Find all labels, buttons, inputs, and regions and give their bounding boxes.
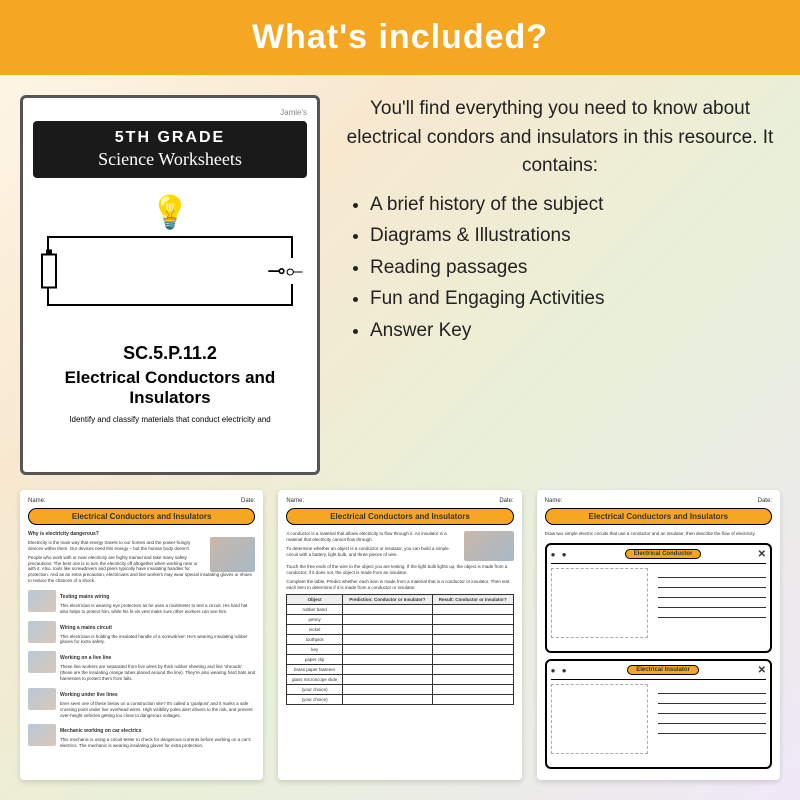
cover-grade: 5TH GRADE bbox=[41, 129, 299, 147]
cover-code: SC.5.P.11.2 bbox=[123, 343, 217, 364]
name-label: Name: bbox=[286, 498, 304, 504]
table-cell: penny bbox=[287, 615, 343, 625]
cover-subtitle: Science Worksheets bbox=[41, 149, 299, 170]
table-cell: nickel bbox=[287, 625, 343, 635]
mini-image bbox=[28, 651, 56, 673]
mini-image bbox=[28, 724, 56, 746]
cover-title: Electrical Conductors and Insulators bbox=[33, 368, 307, 409]
page-image bbox=[210, 537, 255, 572]
close-icon: ✕ bbox=[758, 549, 766, 560]
list-item: Fun and Engaging Activities bbox=[370, 285, 780, 314]
close-icon: ✕ bbox=[758, 665, 766, 676]
table-header: Prediction: Conductor or Insulator? bbox=[342, 595, 432, 605]
draw-area bbox=[551, 568, 648, 638]
window-dots-icon: ● ● bbox=[551, 666, 569, 675]
mini-image bbox=[28, 590, 56, 612]
section-text: These line workers are separated from li… bbox=[60, 664, 255, 682]
section-text: Ever seen one of these below on a constr… bbox=[60, 701, 255, 719]
list-item: Answer Key bbox=[370, 317, 780, 346]
bulb-icon: 💡 bbox=[47, 193, 294, 231]
section-text: This mechanic is using a circuit tester … bbox=[60, 737, 255, 749]
table-cell: brass paper fastener bbox=[287, 665, 343, 675]
name-label: Name: bbox=[545, 498, 563, 504]
page-preview-1: Name: Date: Electrical Conductors and In… bbox=[20, 490, 263, 780]
page-title: Electrical Conductors and Insulators bbox=[28, 508, 255, 525]
section-heading: Mechanic working on car electrics bbox=[60, 728, 255, 734]
header-title: What's included? bbox=[0, 0, 800, 75]
battery-icon bbox=[41, 254, 57, 289]
table-cell: (your choice) bbox=[287, 695, 343, 705]
page-preview-2: Name: Date: Electrical Conductors and In… bbox=[278, 490, 521, 780]
section-heading: Working on a live line bbox=[60, 655, 255, 661]
table-header: Object bbox=[287, 595, 343, 605]
section-text: This electrician is wearing eye protecto… bbox=[60, 603, 255, 615]
section-text: This electrician is holding the insulate… bbox=[60, 634, 255, 646]
writing-lines bbox=[658, 568, 766, 627]
intro-paragraph: You'll find everything you need to know … bbox=[340, 95, 780, 181]
activity-box-insulator: ● ● Electrical Insulator ✕ bbox=[545, 659, 772, 769]
intro-text: You'll find everything you need to know … bbox=[340, 95, 780, 475]
activity-box-conductor: ● ● Electrical Conductor ✕ bbox=[545, 543, 772, 653]
list-item: A brief history of the subject bbox=[370, 191, 780, 220]
table-cell: glass microscope slide bbox=[287, 675, 343, 685]
p2-text: Touch the free ends of the wire to the o… bbox=[286, 564, 513, 576]
p2-text: Complete the table. Predict whether each… bbox=[286, 579, 513, 591]
section-heading: Working under live lines bbox=[60, 692, 255, 698]
name-label: Name: bbox=[28, 498, 46, 504]
circuit-diagram: 💡 ⊸⟜ bbox=[47, 193, 294, 323]
watermark: Jamie's bbox=[33, 108, 307, 117]
prediction-table: Object Prediction: Conductor or Insulato… bbox=[286, 594, 513, 705]
table-cell: paper clip bbox=[287, 655, 343, 665]
page-preview-3: Name: Date: Electrical Conductors and In… bbox=[537, 490, 780, 780]
list-item: Diagrams & Illustrations bbox=[370, 222, 780, 251]
table-cell: rubber band bbox=[287, 605, 343, 615]
date-label: Date: bbox=[758, 498, 772, 504]
circuit-image bbox=[464, 531, 514, 561]
table-cell: toothpick bbox=[287, 635, 343, 645]
pages-row: Name: Date: Electrical Conductors and In… bbox=[0, 485, 800, 800]
p3-instruction: Draw two simple electric circuits that u… bbox=[545, 531, 772, 537]
date-label: Date: bbox=[499, 498, 513, 504]
date-label: Date: bbox=[241, 498, 255, 504]
table-header: Result: Conductor or Insulator? bbox=[432, 595, 513, 605]
table-cell: key bbox=[287, 645, 343, 655]
activity-label: Electrical Insulator bbox=[627, 665, 699, 675]
page-title: Electrical Conductors and Insulators bbox=[286, 508, 513, 525]
section-heading: Testing mains wiring bbox=[60, 594, 255, 600]
window-dots-icon: ● ● bbox=[551, 550, 569, 559]
mini-image bbox=[28, 621, 56, 643]
activity-label: Electrical Conductor bbox=[625, 549, 702, 559]
switch-icon: ⊸⟜ bbox=[267, 258, 303, 284]
bullet-list: A brief history of the subject Diagrams … bbox=[340, 191, 780, 346]
section-heading: Wiring a mains circuit bbox=[60, 625, 255, 631]
table-cell: (your choice) bbox=[287, 685, 343, 695]
mini-image bbox=[28, 688, 56, 710]
list-item: Reading passages bbox=[370, 254, 780, 283]
page-title: Electrical Conductors and Insulators bbox=[545, 508, 772, 525]
writing-lines bbox=[658, 684, 766, 743]
cover-preview: Jamie's 5TH GRADE Science Worksheets 💡 ⊸… bbox=[20, 95, 320, 475]
cover-header: 5TH GRADE Science Worksheets bbox=[33, 121, 307, 178]
draw-area bbox=[551, 684, 648, 754]
cover-description: Identify and classify materials that con… bbox=[69, 415, 270, 424]
main-content: Jamie's 5TH GRADE Science Worksheets 💡 ⊸… bbox=[0, 75, 800, 485]
